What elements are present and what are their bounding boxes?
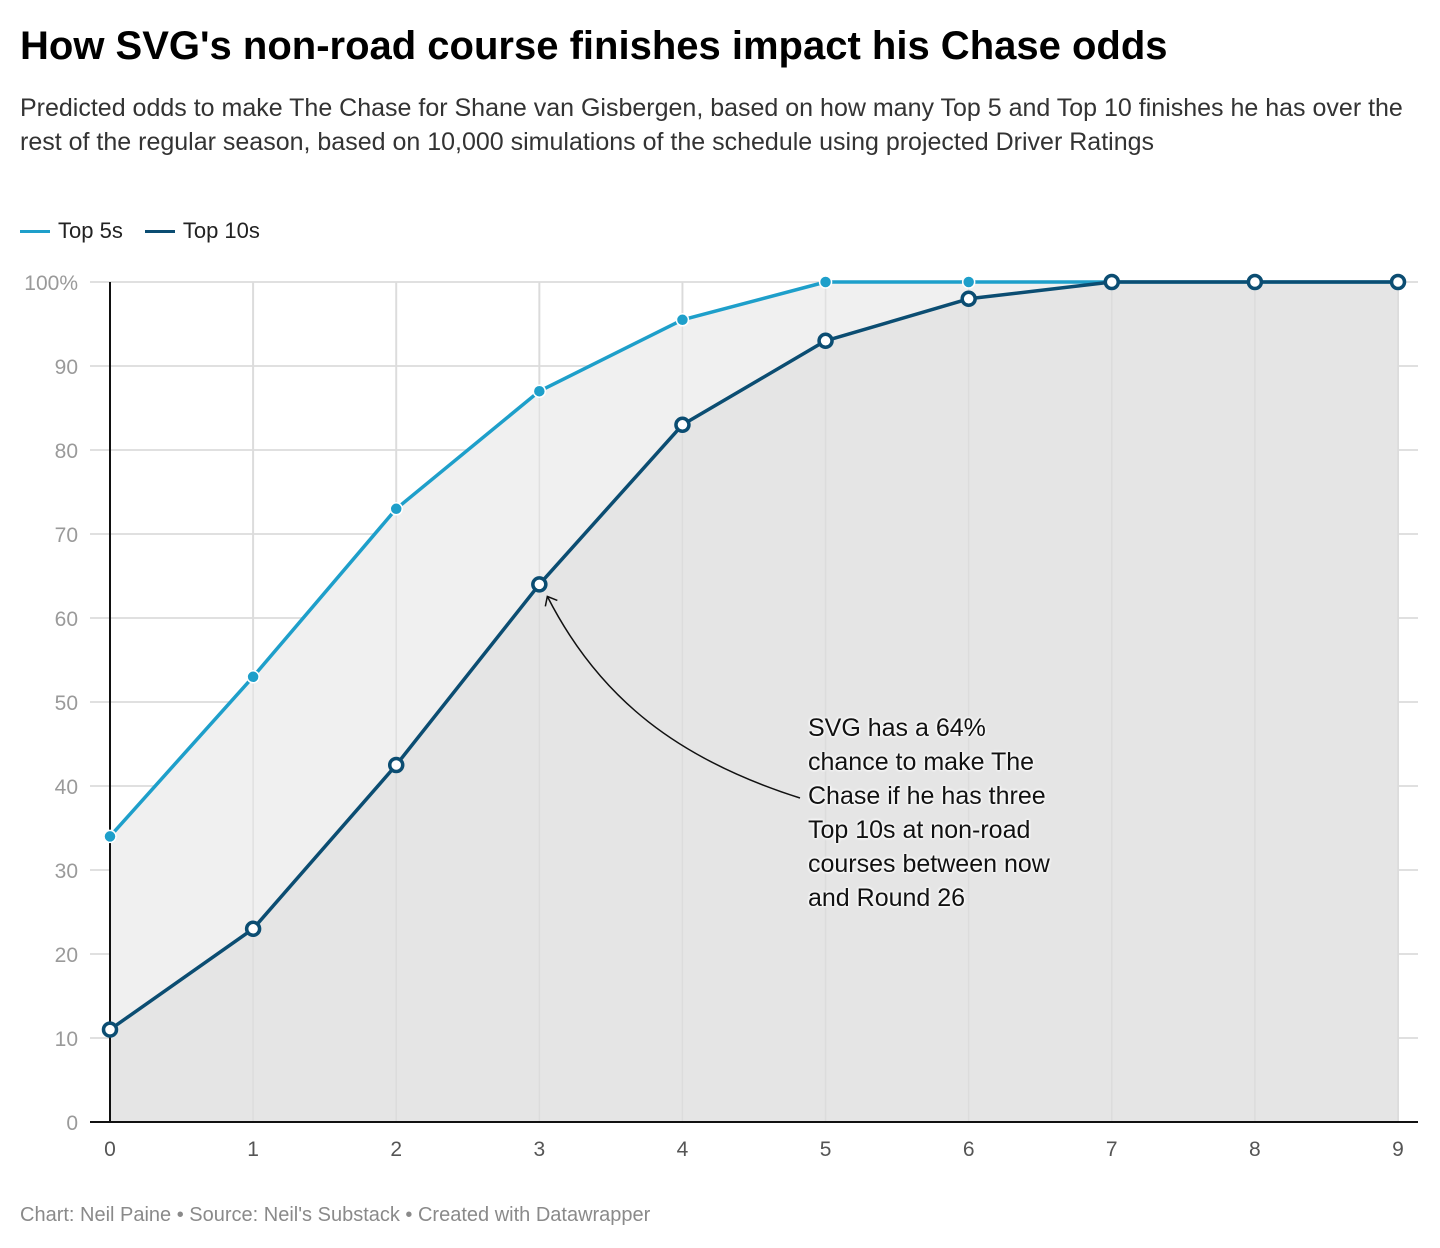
x-tick-label-3: 3 — [533, 1138, 545, 1161]
annotation-text: SVG has a 64% chance to make The Chase i… — [808, 714, 1050, 912]
y-tick-label-60: 60 — [55, 608, 78, 631]
y-tick-label-20: 20 — [55, 944, 78, 967]
y-tick-label-100: 100% — [24, 272, 78, 295]
chart-title: How SVG's non-road course finishes impac… — [20, 24, 1168, 68]
annotation-arrowhead — [544, 595, 558, 607]
point-top10-1 — [244, 920, 262, 938]
legend-item-top10: Top 10s — [144, 218, 260, 244]
y-tick-label-0: 0 — [66, 1112, 78, 1135]
legend-swatch-top5 — [20, 229, 50, 233]
point-top10-6 — [960, 290, 977, 308]
point-top5-4 — [675, 313, 690, 327]
legend-swatch-top10 — [144, 229, 175, 233]
point-top5-5 — [818, 275, 833, 289]
area-top10 — [110, 282, 1398, 1122]
legend-item-top5: Top 5s — [20, 218, 123, 244]
legend-label-top10: Top 10s — [182, 218, 260, 243]
series-line-top10 — [108, 280, 1398, 1032]
x-tick-label-2: 2 — [390, 1138, 402, 1161]
x-tick-label-8: 8 — [1249, 1138, 1261, 1161]
x-tick-label-0: 0 — [104, 1138, 116, 1161]
point-top5-0 — [103, 829, 117, 844]
point-top10-3 — [531, 576, 548, 593]
point-top5-1 — [246, 670, 260, 684]
y-tick-label-40: 40 — [55, 776, 78, 799]
area-band-top5 — [110, 282, 1398, 1030]
annotation-arrow — [546, 596, 801, 799]
x-tick-label-7: 7 — [1106, 1138, 1118, 1161]
x-tick-label-9: 9 — [1392, 1138, 1404, 1161]
y-tick-label-10: 10 — [55, 1028, 78, 1051]
x-tick-label-6: 6 — [963, 1138, 975, 1161]
x-tick-label-4: 4 — [677, 1138, 689, 1161]
y-tick-label-90: 90 — [55, 356, 78, 379]
x-tick-label-1: 1 — [247, 1138, 259, 1161]
point-top10-5 — [817, 332, 834, 350]
x-tick-label-5: 5 — [820, 1138, 832, 1161]
y-tick-label-50: 50 — [55, 692, 78, 715]
point-top10-4 — [674, 416, 691, 434]
point-top10-0 — [101, 1021, 119, 1038]
y-tick-label-80: 80 — [55, 440, 78, 463]
y-tick-label-70: 70 — [55, 524, 78, 547]
legend: Top 5s Top 10s — [20, 216, 282, 246]
point-top10-2 — [387, 756, 405, 774]
point-top10-9 — [1389, 273, 1407, 291]
legend-label-top5: Top 5s — [58, 218, 123, 243]
point-top10-7 — [1103, 273, 1121, 291]
footer-credit: Chart: Neil Paine • Source: Neil's Subst… — [20, 1204, 651, 1226]
point-top5-6 — [961, 275, 976, 289]
point-top10-8 — [1246, 273, 1264, 291]
point-top5-3 — [532, 384, 547, 398]
point-top5-2 — [389, 502, 403, 516]
chart-subtitle: Predicted odds to make The Chase for Sha… — [20, 94, 1403, 156]
y-tick-label-30: 30 — [55, 860, 78, 883]
